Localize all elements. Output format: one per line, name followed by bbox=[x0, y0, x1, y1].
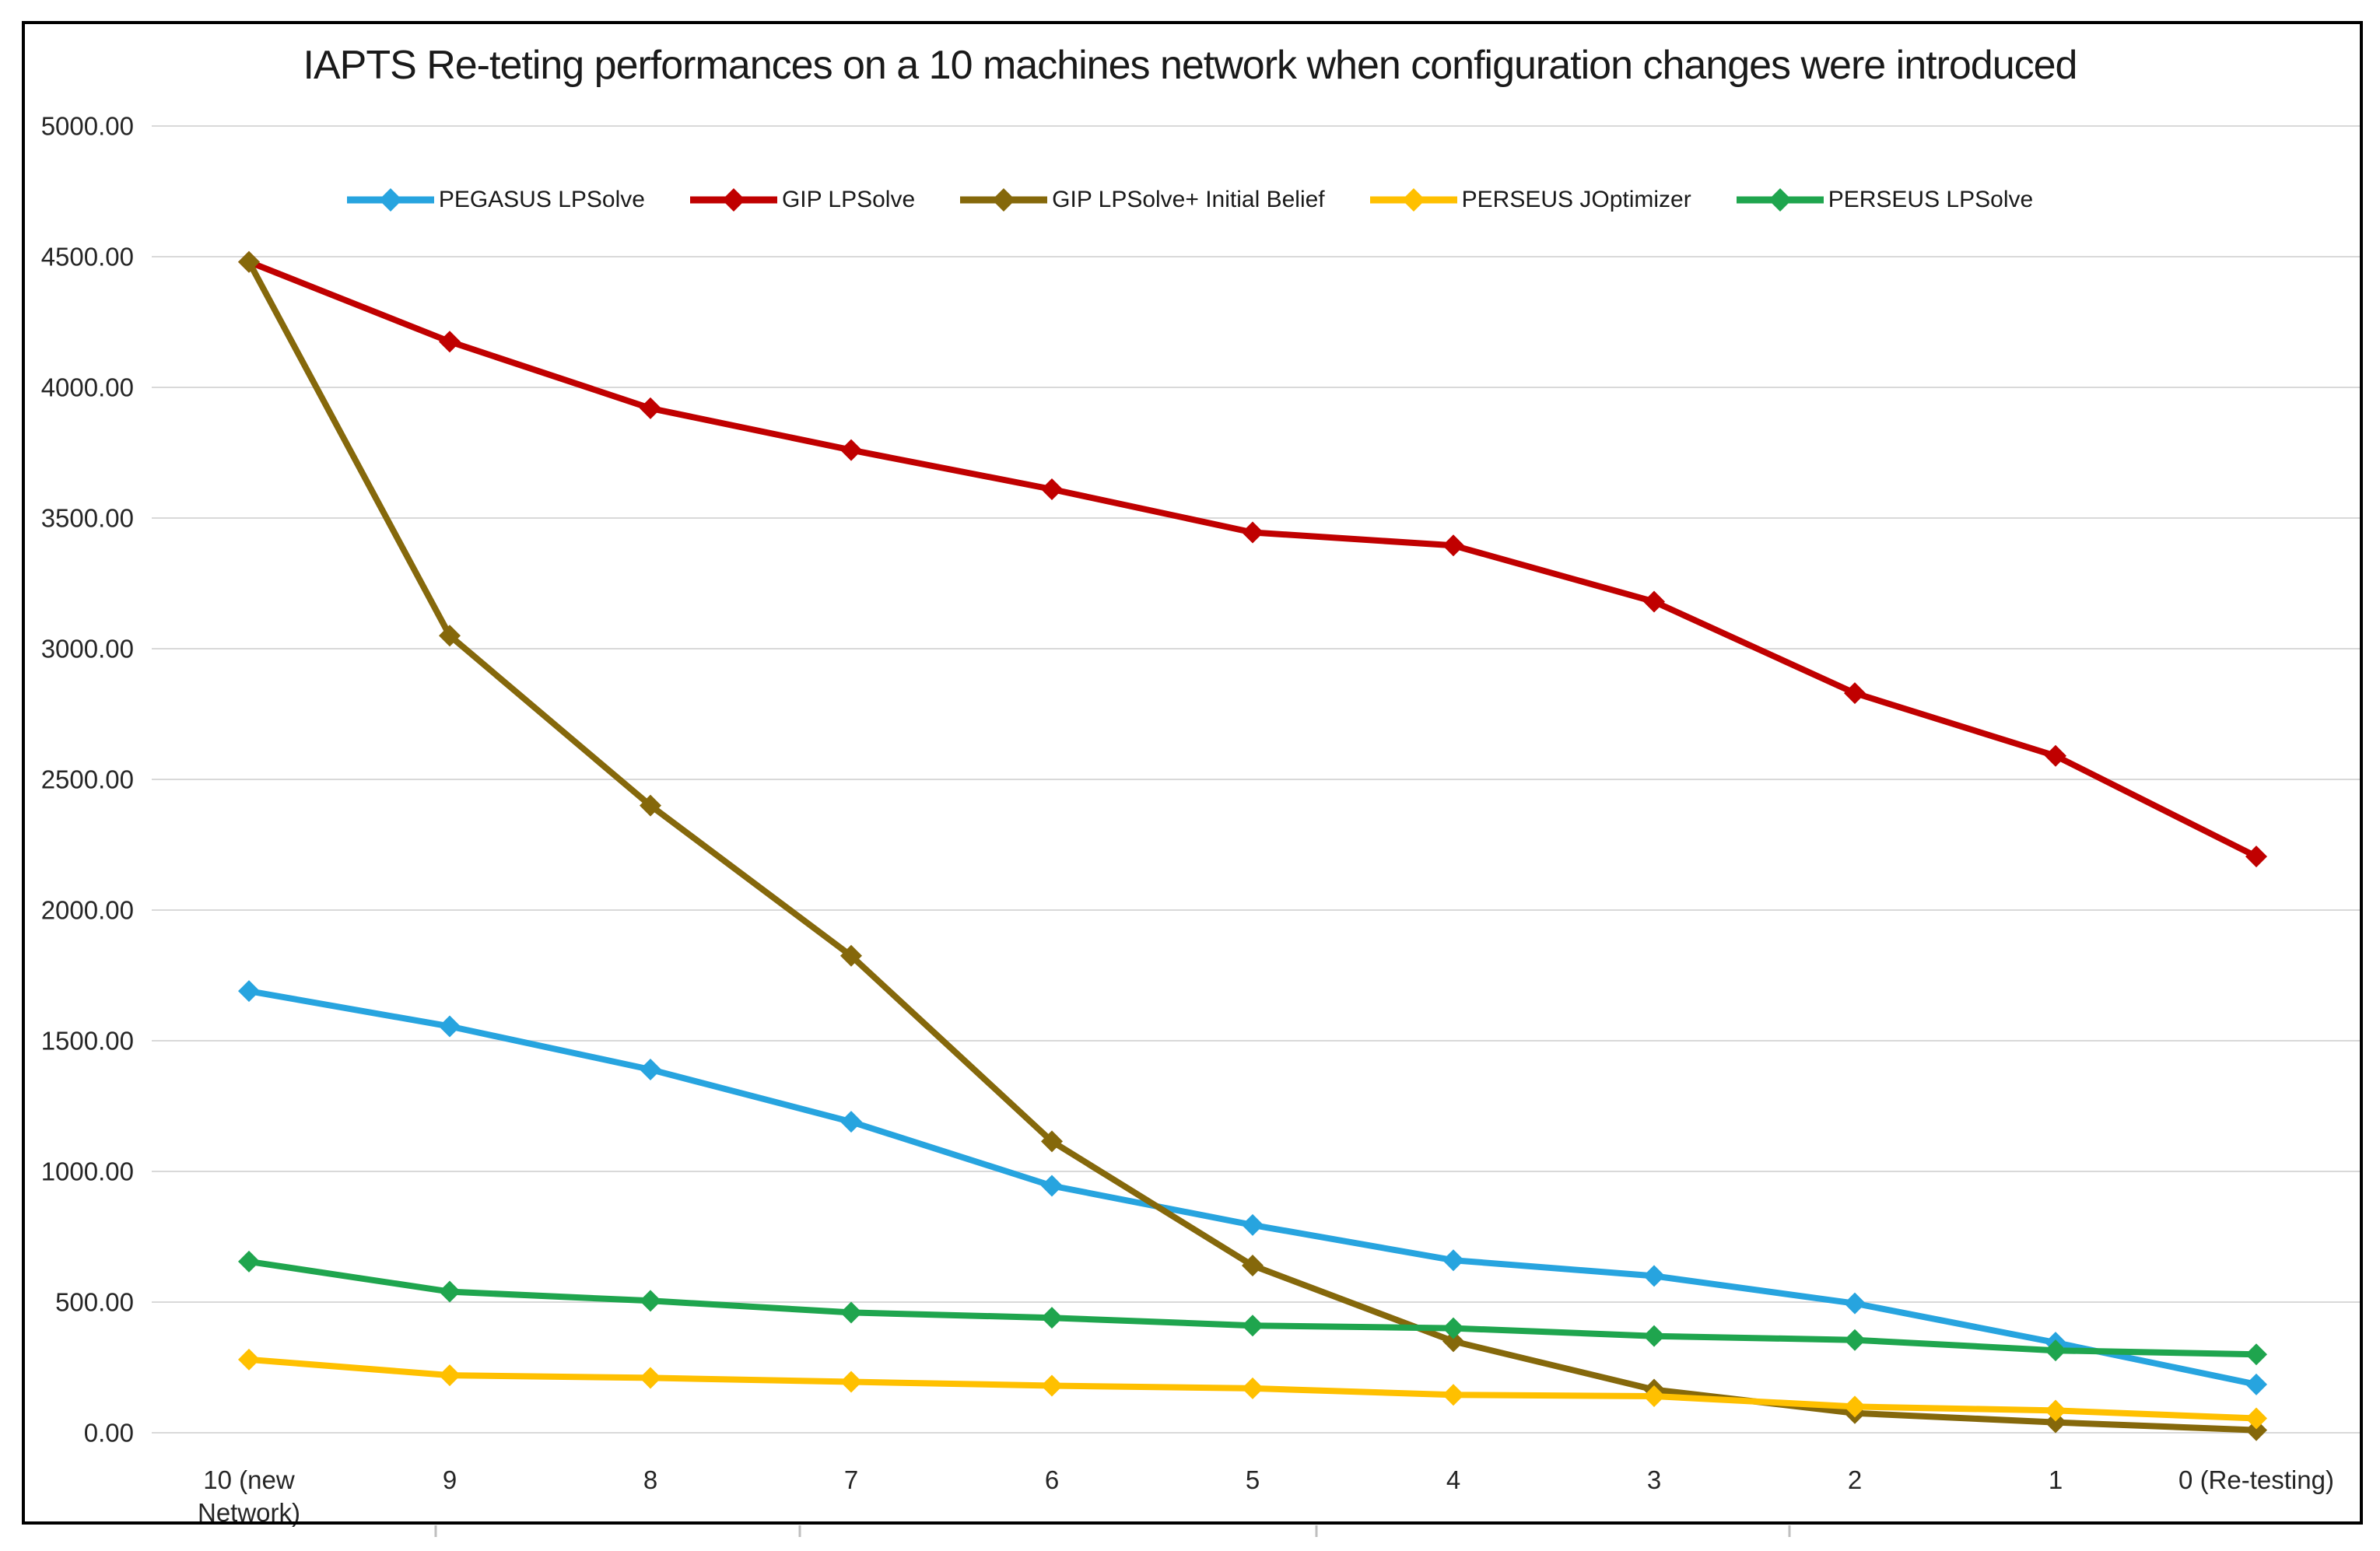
y-axis-tick-label: 2000.00 bbox=[41, 896, 134, 925]
x-axis-tick-label: 4 bbox=[1446, 1465, 1460, 1494]
data-point-marker-perseus-joptimizer bbox=[439, 1364, 461, 1387]
data-point-marker-gip-lpsolve-initial-belief bbox=[238, 250, 260, 273]
data-point-marker-perseus-joptimizer bbox=[840, 1371, 862, 1393]
data-point-marker-perseus-lpsolve bbox=[640, 1290, 661, 1312]
data-point-marker-perseus-lpsolve bbox=[1242, 1315, 1264, 1337]
data-point-marker-perseus-joptimizer bbox=[1442, 1384, 1464, 1406]
x-axis-tick-label: 6 bbox=[1045, 1465, 1059, 1494]
legend-line-marker-icon bbox=[689, 188, 777, 212]
data-point-marker-pegasus-lpsolve bbox=[1643, 1265, 1665, 1287]
legend-item-label: PEGASUS LPSolve bbox=[438, 187, 645, 212]
data-point-marker-gip-lpsolve-initial-belief bbox=[1442, 1330, 1464, 1353]
data-point-marker-gip-lpsolve-initial-belief bbox=[2245, 1419, 2267, 1441]
legend-line-marker-icon bbox=[1369, 188, 1457, 212]
data-point-marker-gip-lpsolve bbox=[2045, 744, 2066, 767]
x-axis-tick-label: 2 bbox=[1848, 1465, 1862, 1494]
data-point-marker-gip-lpsolve-initial-belief bbox=[1242, 1254, 1264, 1276]
x-axis-tick-label: 3 bbox=[1647, 1465, 1661, 1494]
legend-line-marker-icon bbox=[960, 188, 1048, 212]
chart-border bbox=[22, 21, 2363, 1525]
data-point-marker-perseus-lpsolve bbox=[1041, 1307, 1063, 1329]
x-axis-tick-label: 1 bbox=[2049, 1465, 2063, 1494]
x-axis-tick-label: 7 bbox=[844, 1465, 858, 1494]
data-point-marker-perseus-lpsolve bbox=[840, 1301, 862, 1324]
data-point-marker-perseus-lpsolve bbox=[2245, 1343, 2267, 1366]
series-line-gip-lpsolve bbox=[246, 258, 2259, 860]
data-point-marker-perseus-lpsolve bbox=[439, 1280, 461, 1303]
data-point-marker-perseus-lpsolve bbox=[1844, 1329, 1866, 1351]
legend-item-perseus-joptimizer: PERSEUS JOptimizer bbox=[1369, 187, 1691, 213]
data-point-marker-gip-lpsolve-initial-belief bbox=[1041, 1130, 1063, 1153]
data-point-marker-gip-lpsolve-initial-belief bbox=[2045, 1411, 2066, 1434]
y-axis-tick-label: 3500.00 bbox=[41, 504, 134, 533]
y-axis-tick-label: 4500.00 bbox=[41, 243, 134, 271]
y-axis-tick-label: 0.00 bbox=[84, 1419, 134, 1448]
data-point-marker-perseus-joptimizer bbox=[238, 1348, 260, 1371]
data-point-marker-pegasus-lpsolve bbox=[1844, 1292, 1866, 1315]
data-point-marker-perseus-lpsolve bbox=[1442, 1317, 1464, 1339]
data-point-marker-gip-lpsolve bbox=[1242, 521, 1264, 544]
data-point-marker-perseus-joptimizer bbox=[2045, 1399, 2066, 1422]
x-axis-tick-label: 0 (Re-testing) bbox=[2178, 1465, 2334, 1494]
data-point-marker-pegasus-lpsolve bbox=[1041, 1175, 1063, 1197]
legend-item-label: PERSEUS LPSolve bbox=[1828, 187, 2034, 212]
data-point-marker-pegasus-lpsolve bbox=[640, 1058, 661, 1080]
data-point-marker-perseus-joptimizer bbox=[1643, 1385, 1665, 1407]
y-axis-tick-label: 1000.00 bbox=[41, 1157, 134, 1186]
data-point-marker-perseus-joptimizer bbox=[1041, 1374, 1063, 1397]
data-point-marker-pegasus-lpsolve bbox=[1242, 1213, 1264, 1236]
data-point-marker-pegasus-lpsolve bbox=[840, 1111, 862, 1133]
x-axis-tick-label: 9 bbox=[443, 1465, 457, 1494]
legend-item-pegasus-lpsolve: PEGASUS LPSolve bbox=[346, 187, 645, 213]
data-point-marker-gip-lpsolve bbox=[1643, 590, 1665, 613]
data-point-marker-gip-lpsolve bbox=[1844, 682, 1866, 705]
data-point-marker-gip-lpsolve bbox=[840, 439, 862, 461]
data-point-marker-perseus-lpsolve bbox=[1643, 1325, 1665, 1347]
legend-item-perseus-lpsolve: PERSEUS LPSolve bbox=[1736, 187, 2034, 213]
legend-line-marker-icon bbox=[346, 188, 434, 212]
chart-title: IAPTS Re-teting performances on a 10 mac… bbox=[303, 43, 2078, 88]
data-point-marker-perseus-lpsolve bbox=[2045, 1339, 2066, 1362]
x-axis-tick-label: 5 bbox=[1246, 1465, 1260, 1494]
data-point-marker-perseus-joptimizer bbox=[640, 1367, 661, 1389]
y-axis-tick-label: 1500.00 bbox=[41, 1027, 134, 1056]
data-point-marker-gip-lpsolve-initial-belief bbox=[439, 625, 461, 647]
y-axis-tick-label: 3000.00 bbox=[41, 635, 134, 663]
data-point-marker-pegasus-lpsolve bbox=[238, 980, 260, 1003]
y-axis-tick-label: 5000.00 bbox=[41, 112, 134, 141]
data-point-marker-gip-lpsolve bbox=[1041, 478, 1063, 501]
x-axis-tick-label: 10 (new Network) bbox=[198, 1465, 300, 1527]
data-point-marker-gip-lpsolve bbox=[1442, 534, 1464, 557]
legend-item-gip-lpsolve-initial-belief: GIP LPSolve+ Initial Belief bbox=[960, 187, 1325, 213]
data-point-marker-perseus-joptimizer bbox=[1242, 1377, 1264, 1399]
data-point-marker-perseus-joptimizer bbox=[1844, 1395, 1866, 1418]
data-point-marker-perseus-joptimizer bbox=[2245, 1407, 2267, 1430]
x-axis-tick-label: 8 bbox=[643, 1465, 657, 1494]
y-axis-tick-label: 500.00 bbox=[55, 1288, 134, 1317]
data-point-marker-pegasus-lpsolve bbox=[1442, 1249, 1464, 1272]
data-point-marker-gip-lpsolve bbox=[2245, 846, 2267, 868]
data-point-marker-perseus-lpsolve bbox=[238, 1250, 260, 1273]
data-point-marker-pegasus-lpsolve bbox=[2245, 1373, 2267, 1395]
data-point-marker-gip-lpsolve-initial-belief bbox=[840, 944, 862, 967]
data-point-marker-pegasus-lpsolve bbox=[439, 1015, 461, 1038]
legend-item-label: GIP LPSolve+ Initial Belief bbox=[1052, 187, 1325, 212]
legend: PEGASUS LPSolve GIP LPSolve GIP LPSolve+ I… bbox=[0, 187, 2380, 213]
data-point-marker-gip-lpsolve bbox=[640, 397, 661, 419]
data-point-marker-gip-lpsolve bbox=[439, 331, 461, 353]
data-point-marker-gip-lpsolve-initial-belief bbox=[640, 794, 661, 817]
legend-line-marker-icon bbox=[1736, 188, 1824, 212]
y-axis-tick-label: 2500.00 bbox=[41, 765, 134, 794]
legend-item-label: GIP LPSolve bbox=[781, 187, 916, 212]
legend-item-gip-lpsolve: GIP LPSolve bbox=[689, 187, 916, 213]
y-axis-tick-label: 4000.00 bbox=[41, 373, 134, 402]
legend-item-label: PERSEUS JOptimizer bbox=[1461, 187, 1691, 212]
